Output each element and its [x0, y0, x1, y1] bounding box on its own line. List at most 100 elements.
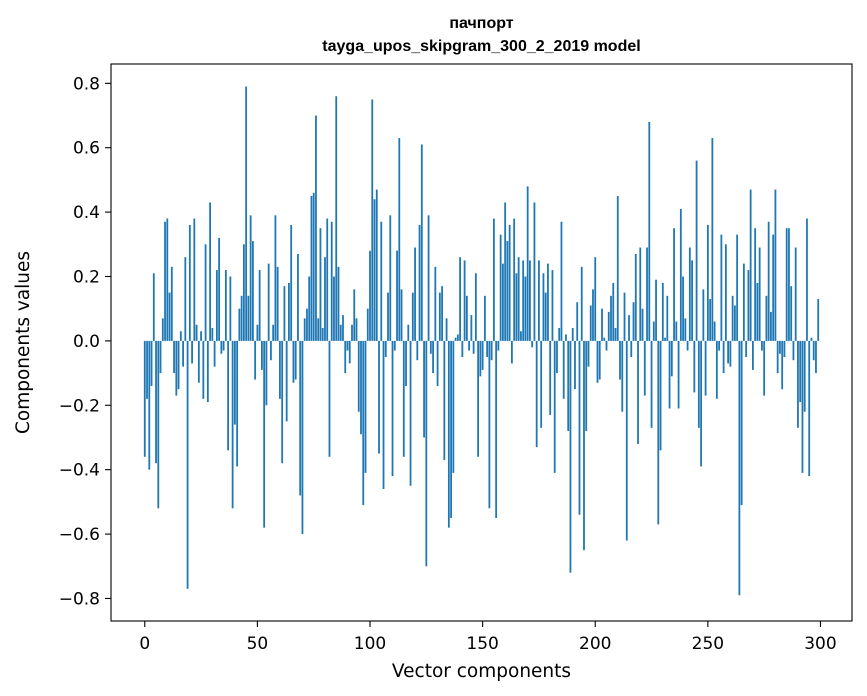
bar-mark — [321, 328, 324, 341]
bar-mark — [576, 302, 579, 341]
bar-mark — [211, 328, 214, 341]
bar-mark — [328, 340, 331, 457]
bar-mark — [695, 160, 698, 341]
bar-mark — [697, 340, 700, 428]
bar-mark — [808, 340, 811, 477]
x-tick-label: 200 — [579, 634, 611, 654]
bar-mark — [344, 340, 347, 374]
bar-mark — [625, 340, 628, 541]
bar-mark — [569, 340, 572, 573]
bar-mark — [713, 321, 716, 341]
bar-mark — [213, 340, 216, 367]
bar-mark — [398, 138, 401, 341]
bar-mark — [803, 340, 806, 412]
bar-mark — [702, 289, 705, 341]
bar-mark — [502, 263, 504, 341]
bars-layer — [143, 86, 820, 596]
y-tick-label: 0.6 — [73, 139, 100, 159]
bar-mark — [389, 215, 392, 341]
bar-mark — [488, 340, 491, 509]
bar-mark — [468, 340, 471, 351]
bar-mark — [348, 340, 351, 364]
bar-mark — [790, 286, 793, 341]
bar-mark — [657, 340, 660, 525]
bar-mark — [301, 340, 304, 535]
bar-mark — [779, 340, 781, 354]
bar-mark — [650, 340, 653, 428]
bar-mark — [770, 311, 772, 341]
bar-mark — [258, 270, 261, 341]
bar-mark — [324, 257, 326, 341]
bar-mark — [664, 337, 666, 341]
bar-mark — [477, 340, 480, 457]
bar-mark — [511, 340, 513, 364]
bar-mark — [483, 295, 486, 341]
bar-mark — [150, 340, 153, 386]
bar-mark — [432, 340, 434, 374]
bar-mark — [578, 340, 581, 515]
bar-mark — [292, 340, 295, 383]
bar-mark — [547, 263, 549, 341]
bar-mark — [157, 340, 160, 509]
bar-mark — [452, 340, 455, 473]
bar-mark — [610, 295, 612, 341]
bar-mark — [204, 244, 207, 341]
bar-mark — [393, 340, 396, 351]
bar-mark — [571, 328, 574, 341]
bar-mark — [729, 340, 732, 367]
bar-mark — [594, 257, 597, 341]
bar-mark — [506, 241, 509, 341]
bar-mark — [679, 208, 682, 341]
bar-mark — [632, 302, 635, 341]
x-tick-label: 150 — [466, 634, 498, 654]
bar-mark — [420, 144, 423, 341]
bar-mark — [297, 253, 299, 341]
bar-mark — [574, 340, 576, 390]
bar-mark — [351, 324, 353, 341]
bar-mark — [209, 202, 211, 341]
bar-mark — [326, 218, 329, 341]
bar-mark — [801, 340, 804, 473]
bar-mark — [249, 215, 252, 341]
bar-mark — [641, 308, 644, 341]
bar-mark — [538, 260, 540, 341]
bar-mark — [360, 340, 362, 435]
bar-mark — [303, 318, 306, 341]
bar-mark — [285, 340, 288, 422]
bar-mark — [306, 308, 308, 341]
bar-mark — [283, 286, 286, 341]
bar-mark — [754, 228, 757, 341]
bar-mark — [688, 247, 691, 341]
bar-mark — [371, 99, 374, 341]
bar-mark — [504, 202, 507, 341]
bar-mark — [558, 328, 561, 341]
bar-mark — [535, 340, 538, 448]
bar-mark — [585, 340, 588, 432]
bar-mark — [222, 340, 225, 351]
bar-mark — [481, 340, 484, 370]
bar-mark — [783, 340, 786, 357]
bar-mark — [441, 286, 443, 341]
bar-mark — [168, 292, 171, 341]
y-axis-label: Components values — [13, 251, 34, 434]
bar-mark — [265, 340, 268, 406]
bar-mark — [752, 340, 754, 370]
bar-mark — [562, 340, 565, 399]
x-tick-label: 300 — [804, 634, 836, 654]
bar-mark — [598, 340, 601, 380]
bar-mark — [628, 315, 630, 341]
bar-mark — [596, 340, 599, 383]
bar-mark — [601, 308, 603, 341]
bar-mark — [143, 340, 146, 457]
bar-mark — [486, 340, 489, 357]
bar-mark — [499, 234, 502, 341]
bar-mark — [605, 340, 608, 351]
bar-mark — [288, 282, 290, 341]
bar-mark — [643, 340, 646, 396]
bar-mark — [146, 340, 148, 399]
bar-mark — [756, 282, 759, 341]
bar-mark — [182, 340, 184, 367]
chart-subtitle: tayga_upos_skipgram_300_2_2019 model — [322, 38, 640, 55]
bar-mark — [218, 237, 221, 341]
bar-mark — [364, 340, 367, 473]
